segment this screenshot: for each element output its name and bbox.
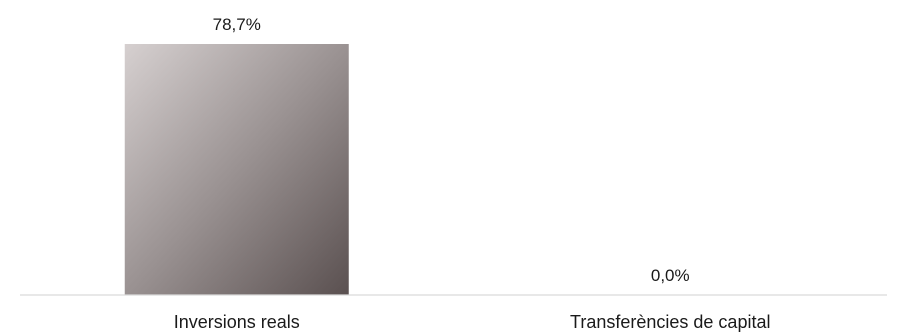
x-tick-label-0: Inversions reals [174,312,300,332]
data-label-0: 78,7% [213,15,261,34]
bar-0 [124,44,349,295]
bars-layer [124,44,349,295]
data-label-1: 0,0% [651,266,690,285]
x-tick-label-1: Transferències de capital [570,312,770,332]
labels-layer: 78,7% Inversions reals 0,0% Transferències … [174,15,771,332]
